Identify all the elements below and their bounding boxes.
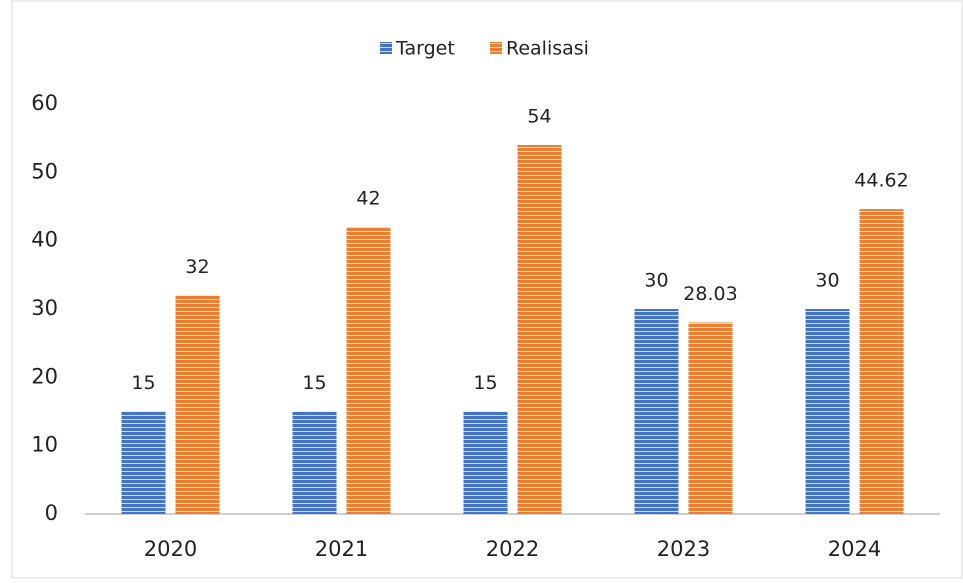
legend-swatch: [490, 42, 502, 54]
y-tick-label: 0: [45, 501, 58, 525]
y-tick-label: 20: [31, 364, 58, 388]
y-tick-label: 50: [31, 159, 58, 183]
bar: [346, 227, 391, 514]
x-tick-label: 2023: [657, 537, 710, 561]
x-tick-label: 2024: [828, 537, 881, 561]
bar: [463, 411, 508, 514]
y-tick-label: 10: [31, 433, 58, 457]
bar: [292, 411, 337, 514]
legend-swatch: [380, 42, 392, 54]
x-tick-label: 2021: [315, 537, 368, 561]
legend-label: Target: [395, 38, 455, 60]
data-label: 44.62: [854, 170, 908, 192]
legend-label: Realisasi: [506, 38, 589, 60]
x-tick-label: 2022: [486, 537, 539, 561]
data-label: 30: [644, 270, 668, 292]
bar: [805, 309, 850, 514]
bar: [688, 322, 733, 514]
y-tick-label: 60: [31, 91, 58, 115]
data-label: 42: [356, 188, 380, 210]
x-tick-label: 2020: [144, 537, 197, 561]
data-label: 15: [131, 372, 155, 394]
data-label: 15: [302, 372, 326, 394]
bar: [121, 411, 166, 514]
y-tick-label: 40: [31, 228, 58, 252]
data-label: 30: [815, 270, 839, 292]
bar: [634, 309, 679, 514]
y-tick-label: 30: [31, 296, 58, 320]
bar: [859, 209, 904, 514]
data-label: 15: [473, 372, 497, 394]
data-label: 28.03: [683, 283, 737, 305]
bar: [517, 145, 562, 514]
data-label: 32: [185, 256, 209, 278]
data-label: 54: [527, 106, 551, 128]
bar: [175, 295, 220, 514]
